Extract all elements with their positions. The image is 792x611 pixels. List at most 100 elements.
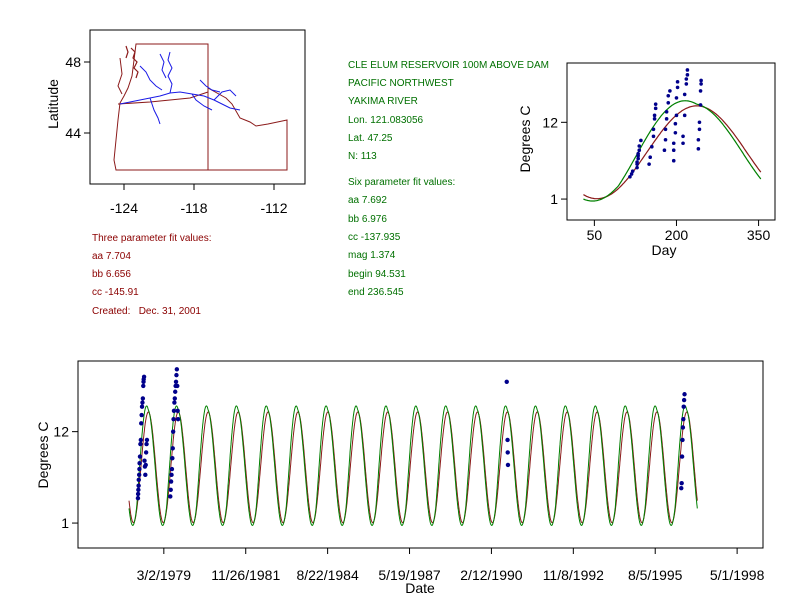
timeseries-point xyxy=(136,483,141,488)
timeseries-point xyxy=(679,454,685,459)
rivers xyxy=(119,51,241,125)
seasonal-point xyxy=(696,137,701,142)
seasonal-point xyxy=(696,147,701,151)
seasonal-ytick-label: 12 xyxy=(542,114,558,130)
seasonal-point xyxy=(651,127,656,132)
seasonal-point xyxy=(681,134,685,139)
timeseries-point xyxy=(141,383,146,389)
timeseries-point xyxy=(137,461,142,466)
seasonal-point xyxy=(681,141,685,146)
timeseries-point xyxy=(170,456,175,461)
seasonal-point xyxy=(684,82,689,86)
timeseries-xtick-label: 5/1/1998 xyxy=(710,567,765,583)
state-borders xyxy=(113,43,288,171)
six-param-heading: Six parameter fit values: xyxy=(348,177,455,188)
seasonal-point xyxy=(636,156,640,161)
seasonal-point xyxy=(653,102,658,106)
timeseries-fit-six-line xyxy=(128,405,698,526)
three-param-heading: Three parameter fit values: xyxy=(92,233,212,244)
six-param-cc: cc -137.935 xyxy=(348,232,401,243)
timeseries-point xyxy=(141,374,147,379)
map-ylabel: Latitude xyxy=(45,79,61,129)
seasonal-point xyxy=(666,93,671,98)
timeseries-xtick-label: 3/2/1979 xyxy=(137,567,192,583)
seasonal-point xyxy=(664,110,669,114)
timeseries-xtick-label: 8/5/1995 xyxy=(628,567,683,583)
seasonal-point xyxy=(662,148,667,153)
map-panel: -124 -118 -112 48 44 Latitude xyxy=(45,29,306,216)
timeseries-point xyxy=(504,379,509,384)
seasonal-plot-frame xyxy=(566,62,776,221)
timeseries-point xyxy=(173,379,179,384)
timeseries-point xyxy=(681,404,686,409)
seasonal-point xyxy=(652,113,657,118)
seasonal-point xyxy=(698,103,703,107)
timeseries-axes: 3/2/1979 11/26/1981 8/22/1984 5/19/1987 2/12… xyxy=(53,424,764,583)
timeseries-points xyxy=(135,367,687,501)
seasonal-point xyxy=(635,165,639,170)
seasonal-point xyxy=(637,148,642,153)
seasonal-point xyxy=(663,127,668,132)
timeseries-point xyxy=(139,412,144,418)
seasonal-ytick-label: 1 xyxy=(550,191,558,207)
seasonal-point xyxy=(648,155,652,159)
seasonal-point xyxy=(699,78,703,83)
timeseries-plot-frame xyxy=(77,360,764,549)
seasonal-xtick-label: 350 xyxy=(747,227,771,243)
map-xtick-label: -124 xyxy=(110,200,138,216)
site-lat: Lat. 47.25 xyxy=(348,133,393,144)
seasonal-point xyxy=(666,100,671,105)
timeseries-point xyxy=(174,367,180,372)
six-param-end: end 236.545 xyxy=(348,287,404,298)
timeseries-fit-three-line xyxy=(128,411,698,524)
timeseries-point xyxy=(139,421,144,426)
timeseries-xlabel: Date xyxy=(405,580,435,596)
timeseries-point xyxy=(139,404,145,409)
site-title: CLE ELUM RESERVOIR 100M ABOVE DAM xyxy=(348,60,549,71)
seasonal-fit-six-line xyxy=(583,100,762,202)
timeseries-point xyxy=(140,400,145,405)
seasonal-point xyxy=(674,113,679,118)
seasonal-point xyxy=(671,158,676,163)
timeseries-xtick-label: 8/22/1984 xyxy=(296,567,358,583)
site-region: PACIFIC NORTHWEST xyxy=(348,78,454,89)
timeseries-xtick-label: 11/26/1981 xyxy=(211,567,280,583)
timeseries-point xyxy=(138,437,144,443)
seasonal-point xyxy=(699,82,703,86)
map-xtick-label: -118 xyxy=(181,200,208,216)
seasonal-xlabel: Day xyxy=(652,242,677,258)
coast-islands xyxy=(125,45,139,79)
timeseries-xtick-label: 5/19/1987 xyxy=(378,567,440,583)
seasonal-point xyxy=(675,80,680,84)
seasonal-point xyxy=(637,144,642,148)
seasonal-point xyxy=(653,106,658,111)
timeseries-point xyxy=(169,466,175,472)
timeseries-ytick-label: 12 xyxy=(53,424,69,440)
timeseries-point xyxy=(173,389,178,394)
seasonal-xtick-label: 200 xyxy=(665,227,689,243)
seasonal-point xyxy=(684,77,689,81)
timeseries-point xyxy=(169,472,174,478)
map-yticks xyxy=(84,61,90,134)
timeseries-ytick-label: 1 xyxy=(61,515,69,531)
timeseries-point xyxy=(170,429,176,434)
timeseries-point xyxy=(135,491,141,497)
seasonal-point xyxy=(682,113,687,118)
three-param-bb: bb 6.656 xyxy=(92,269,131,280)
timeseries-point xyxy=(144,441,149,447)
timeseries-point xyxy=(170,446,175,451)
timeseries-point xyxy=(136,472,142,478)
seasonal-point xyxy=(650,144,654,149)
timeseries-point xyxy=(168,487,173,493)
seasonal-point xyxy=(682,92,687,97)
seasonal-point xyxy=(652,117,657,121)
seasonal-point xyxy=(673,121,678,126)
six-param-aa: aa 7.692 xyxy=(348,195,387,206)
timeseries-xtick-label: 2/12/1990 xyxy=(460,567,522,583)
timeseries-point xyxy=(174,372,179,378)
site-n: N: 113 xyxy=(348,151,377,162)
seasonal-point xyxy=(671,141,676,146)
seasonal-axes: 50 200 350 1 12 xyxy=(542,114,770,243)
timeseries-fit-curves xyxy=(128,405,698,526)
